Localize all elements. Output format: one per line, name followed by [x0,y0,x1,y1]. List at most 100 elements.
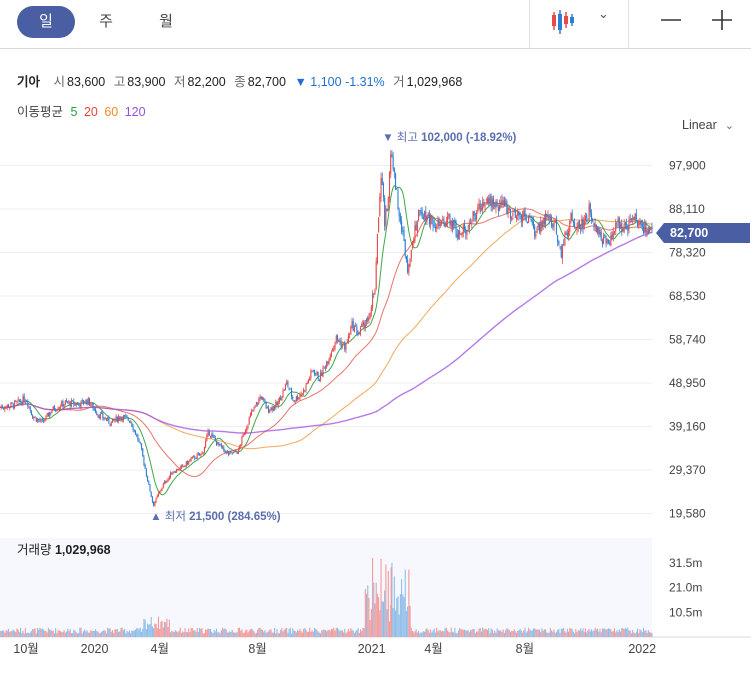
volume-bar [597,628,599,637]
volume-bar [604,628,606,637]
volume-bar [63,629,65,637]
volume-bar [347,628,349,637]
volume-bar [282,631,284,637]
candle-body [304,390,306,391]
candle-body [290,388,293,397]
volume-bar [526,631,528,637]
candle-body [30,411,33,416]
volume-bar [286,627,288,637]
candle-body [517,210,519,216]
tab-month[interactable]: 월 [159,13,173,30]
minus-icon[interactable] [660,8,682,32]
candle-body [142,448,144,457]
candle-body [636,220,639,227]
candle-body [607,240,610,244]
volume-bar [462,629,464,637]
x-tick-label: 2020 [81,642,109,656]
candle-body [363,321,365,329]
price-tick-label: 78,320 [669,245,706,259]
volume-bar [154,623,156,637]
volume-bar [524,627,526,637]
candle-body [237,448,239,454]
candle-body [230,451,232,453]
volume-bar [301,632,303,637]
candle-body [431,215,433,220]
scale-type-selector[interactable]: Linear ⌄ [682,118,734,132]
candle-body [137,435,139,441]
moving-average-label: 이동평균 [17,105,64,119]
volume-bar [413,632,415,637]
candle-body [465,229,467,234]
ma-20: 20 [83,105,98,119]
volume-bar [278,633,280,637]
candle-body [5,406,7,408]
candle-body [623,223,625,232]
candle-body [407,259,409,273]
volume-bar [495,632,497,637]
candle-body [468,222,470,229]
candle-body [73,401,75,405]
tab-week[interactable]: 주 [99,13,113,30]
volume-bar [61,632,63,637]
candle-body [572,220,574,223]
candle-body [340,340,342,347]
candle-body [258,398,260,404]
candle-body [143,456,145,465]
chevron-down-icon[interactable]: ⌄ [598,6,609,21]
candle-body [448,214,450,217]
candle-body [173,471,175,473]
candle-body [397,190,399,210]
candle-body [200,453,202,456]
candle-body [11,402,13,404]
volume-bar [289,627,291,637]
candle-body [540,221,542,233]
candle-body [609,243,611,245]
volume-bar [179,627,181,637]
volume-bar [540,632,542,637]
volume-bar [606,629,608,637]
candle-body [322,367,324,377]
candle-body [59,407,62,408]
candle-body [474,218,476,219]
candle-body [395,173,397,190]
x-tick-label: 8월 [516,642,534,656]
candlestick-icon[interactable] [548,6,580,38]
volume-bar [230,632,232,637]
candle-body [569,220,571,232]
volume-bar [628,630,630,637]
candle-body [196,454,198,459]
candle-body [551,216,553,227]
volume-bar [621,628,623,637]
volume-bar [640,630,642,637]
volume-bar [276,628,278,637]
candle-body [365,318,368,323]
candle-body [451,222,453,228]
candle-body [168,476,170,479]
volume-bar [188,628,190,637]
candle-body [622,230,624,232]
candle-body [542,219,544,227]
candle-body [480,208,482,210]
volume-bar [384,590,386,637]
volume-bar [636,628,639,637]
volume-bar [255,632,257,637]
volume-bar [203,633,205,637]
volume-bar [367,585,369,637]
candle-body [90,404,92,406]
candle-body [494,203,496,207]
candle-body [611,234,613,238]
volume-bar [78,632,80,637]
volume-bar [138,629,140,637]
candle-body [346,342,348,343]
plus-icon[interactable] [711,8,733,32]
volume-bar [57,630,59,637]
tab-day[interactable]: 일 [17,6,75,38]
candle-body [416,221,418,232]
volume-bar [313,627,316,637]
volume-bar [97,631,99,637]
price-chart[interactable]: 97,900 88,110 78,320 68,530 58,740 48,950 39,1… [0,130,751,689]
high-value: 83,900 [127,75,166,89]
volume-bar [136,628,138,637]
volume-bar [111,630,114,637]
volume-bar [338,629,340,637]
